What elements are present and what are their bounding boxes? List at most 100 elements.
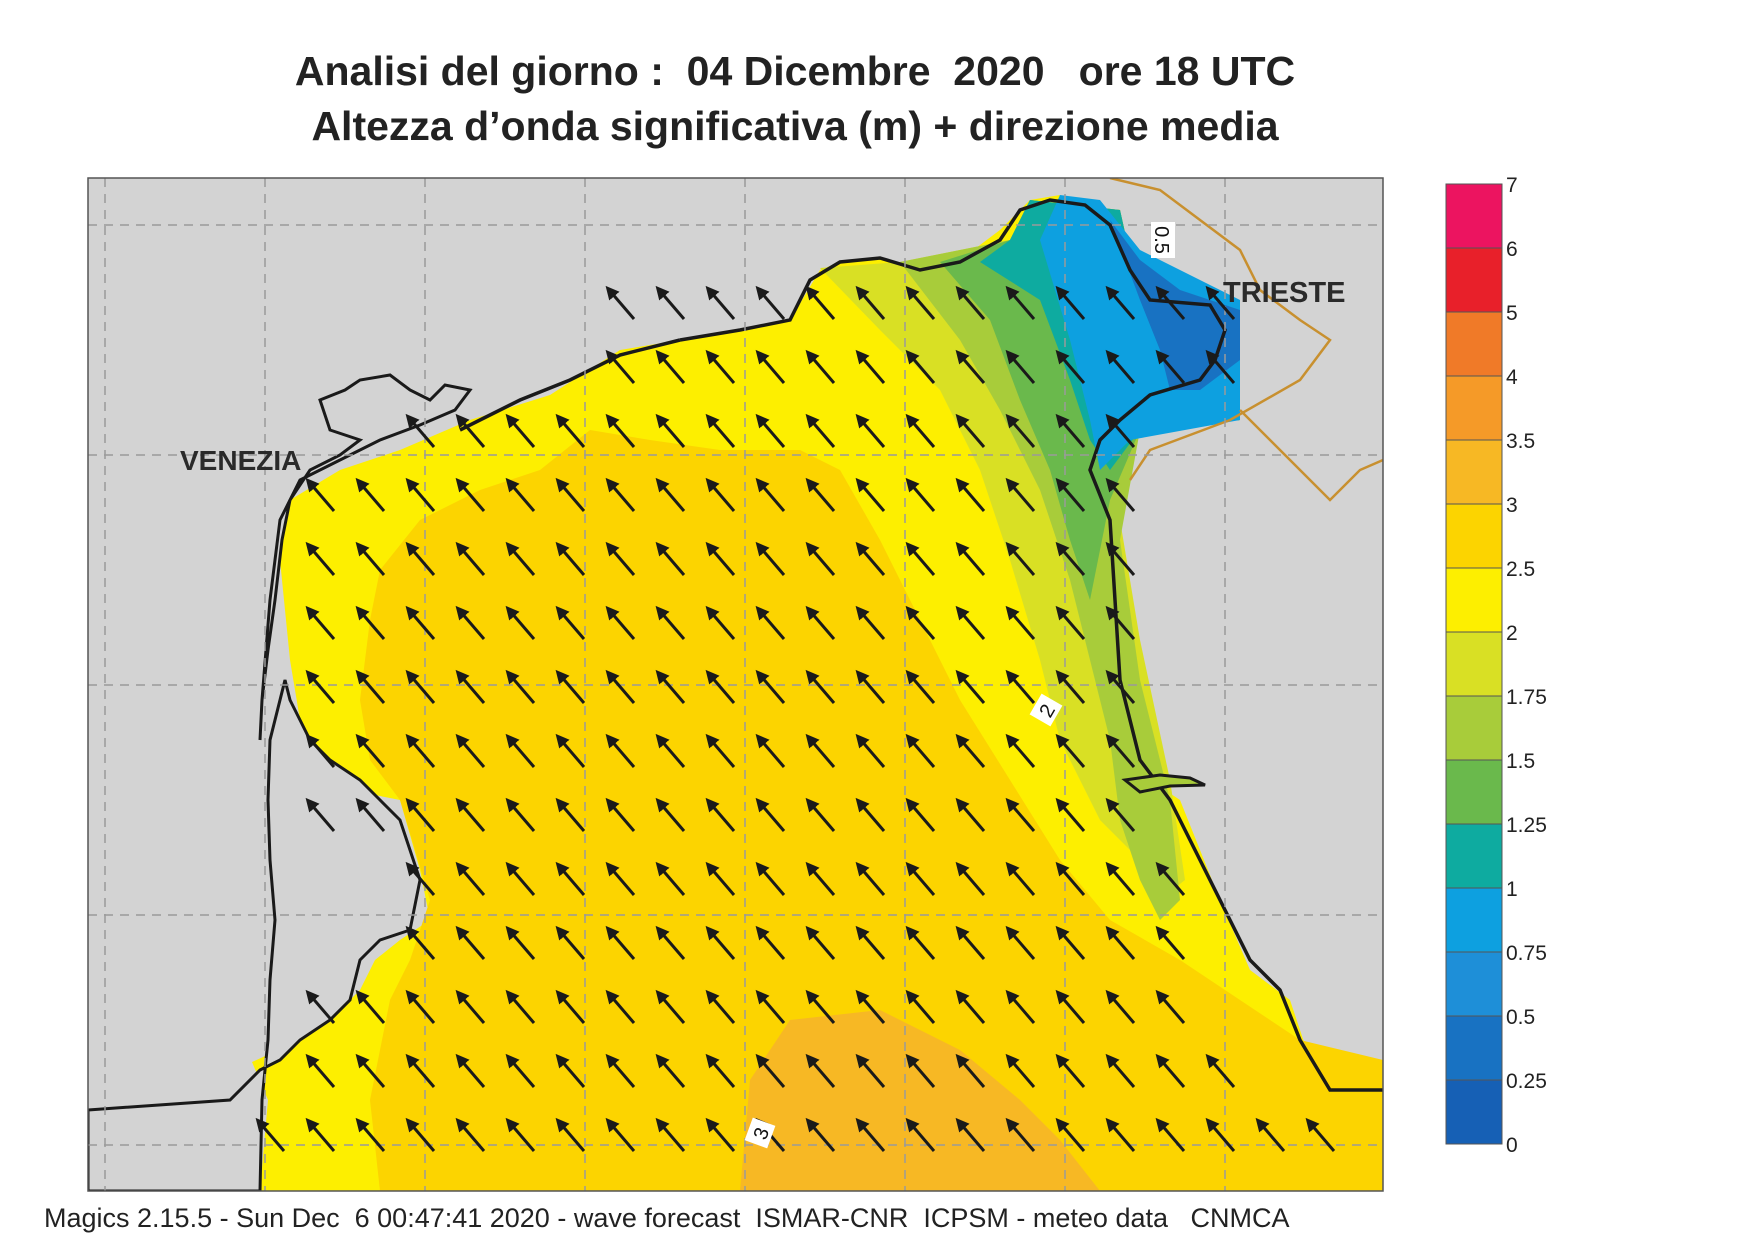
contour-label-3: 3 <box>744 1117 776 1149</box>
wave-arrow <box>1155 989 1186 1024</box>
wave-arrow <box>855 1053 886 1088</box>
wave-arrow <box>1055 605 1086 640</box>
wave-arrow <box>1055 861 1086 896</box>
wave-arrow <box>1105 349 1136 384</box>
legend-label: 3 <box>1506 494 1518 517</box>
wave-arrow <box>355 989 386 1024</box>
wave-arrow <box>655 285 686 320</box>
wave-arrow <box>305 605 336 640</box>
wave-arrow <box>655 605 686 640</box>
wave-arrow <box>905 797 936 832</box>
wave-arrow <box>1105 477 1136 512</box>
wave-arrow <box>855 1117 886 1152</box>
legend-label: 0.75 <box>1506 942 1547 965</box>
wave-arrow <box>1105 541 1136 576</box>
wave-arrow <box>1055 477 1086 512</box>
wave-arrow <box>755 733 786 768</box>
legend-label: 2.5 <box>1506 558 1535 581</box>
city-label-trieste: TRIESTE <box>1223 277 1345 309</box>
wave-arrow <box>405 797 436 832</box>
legend-label: 3.5 <box>1506 430 1535 453</box>
legend-swatch <box>1445 1015 1503 1081</box>
wave-arrow <box>1005 413 1036 448</box>
map-frame <box>87 177 1384 1192</box>
wave-arrow <box>505 861 536 896</box>
legend-swatch <box>1445 823 1503 889</box>
wave-arrow <box>805 733 836 768</box>
wave-arrow <box>755 477 786 512</box>
wave-arrow <box>555 733 586 768</box>
wave-arrow <box>655 477 686 512</box>
wave-arrow <box>755 1053 786 1088</box>
wave-zone-0.5 <box>1110 220 1240 390</box>
wave-arrow <box>955 989 986 1024</box>
wave-arrow <box>855 669 886 704</box>
wave-arrow <box>605 349 636 384</box>
wave-arrow <box>605 285 636 320</box>
wave-arrow <box>805 1053 836 1088</box>
wave-arrow <box>555 989 586 1024</box>
wave-zone-0.75 <box>1040 195 1240 470</box>
wave-arrow <box>905 989 936 1024</box>
wave-arrow <box>405 989 436 1024</box>
wave-arrow <box>805 285 836 320</box>
wave-arrow <box>705 477 736 512</box>
wave-arrow <box>1105 1117 1136 1152</box>
wave-arrow <box>705 605 736 640</box>
wave-arrow <box>755 669 786 704</box>
wave-arrow <box>455 1117 486 1152</box>
wave-arrow <box>1055 413 1086 448</box>
wave-arrow <box>955 477 986 512</box>
wave-arrow <box>555 477 586 512</box>
wave-arrow <box>505 413 536 448</box>
wave-arrow <box>405 477 436 512</box>
wave-arrow <box>655 925 686 960</box>
wave-arrow <box>1005 861 1036 896</box>
wave-arrow <box>255 1117 286 1152</box>
wave-arrow <box>655 1117 686 1152</box>
wave-arrow <box>1205 1053 1236 1088</box>
wave-arrow <box>355 477 386 512</box>
wave-arrow <box>1005 797 1036 832</box>
wave-arrow <box>1005 1053 1036 1088</box>
wave-arrow <box>605 477 636 512</box>
wave-arrow <box>905 541 936 576</box>
wave-arrow <box>1305 1117 1336 1152</box>
legend-label: 4 <box>1506 366 1518 389</box>
wave-direction-arrows <box>255 285 1336 1152</box>
north-coast <box>459 338 681 432</box>
wave-arrow <box>855 605 886 640</box>
legend-label: 0.25 <box>1506 1070 1547 1093</box>
wave-arrow <box>855 477 886 512</box>
wave-arrow <box>555 797 586 832</box>
wave-arrow <box>805 1117 836 1152</box>
wave-arrow <box>505 797 536 832</box>
wave-arrow <box>505 989 536 1024</box>
wave-arrow <box>505 925 536 960</box>
wave-arrow <box>855 733 886 768</box>
wave-arrow <box>405 1117 436 1152</box>
wave-arrow <box>855 285 886 320</box>
wave-arrow <box>955 413 986 448</box>
legend-swatch <box>1445 375 1503 441</box>
wave-arrow <box>605 925 636 960</box>
wave-arrow <box>1155 925 1186 960</box>
wave-arrow <box>1105 797 1136 832</box>
wave-arrow <box>805 477 836 512</box>
wave-arrow <box>955 797 986 832</box>
wave-arrow <box>905 413 936 448</box>
city-label-venezia: VENEZIA <box>180 445 301 476</box>
legend-swatch <box>1445 631 1503 697</box>
wave-arrow <box>305 541 336 576</box>
wave-arrow <box>605 797 636 832</box>
wave-arrow <box>605 1053 636 1088</box>
wave-arrow <box>1055 1117 1086 1152</box>
wave-arrow <box>605 989 636 1024</box>
contour-label-2: 2 <box>1029 693 1063 727</box>
wave-arrow <box>555 925 586 960</box>
wave-arrow <box>755 349 786 384</box>
legend-label: 5 <box>1506 302 1518 325</box>
wave-arrow <box>505 669 536 704</box>
color-legend: 7 6 5 4 3.5 3 2.5 2 1.75 1.5 1.25 1 0.75 0.5 0.25 0 <box>1445 174 1547 1157</box>
wave-arrow <box>1005 989 1036 1024</box>
